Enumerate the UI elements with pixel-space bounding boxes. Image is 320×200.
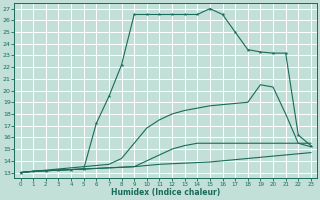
X-axis label: Humidex (Indice chaleur): Humidex (Indice chaleur) <box>111 188 220 197</box>
